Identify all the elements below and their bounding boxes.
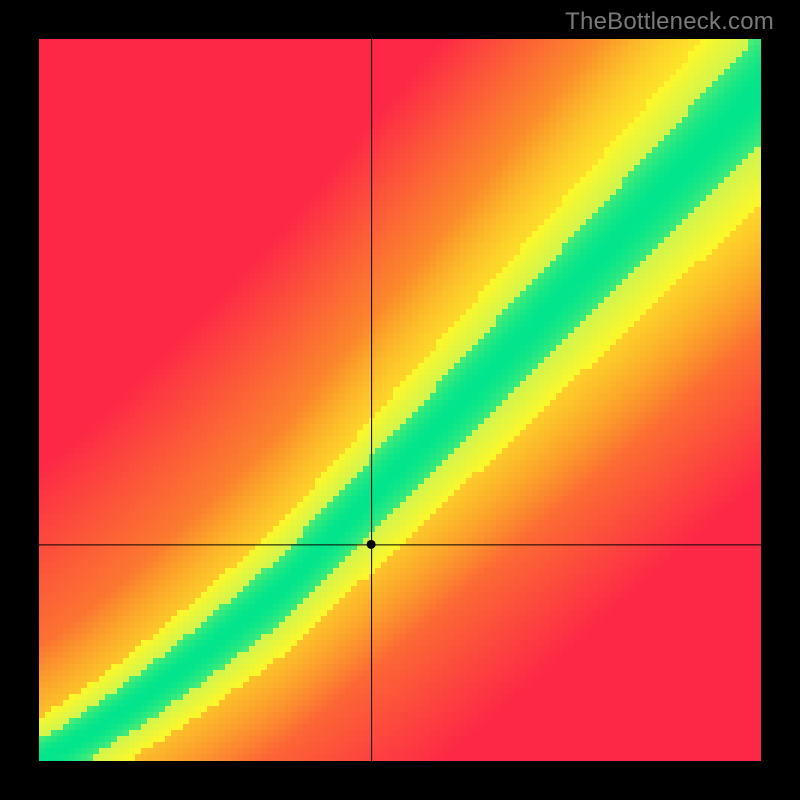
heatmap-canvas bbox=[39, 39, 761, 761]
watermark-text: TheBottleneck.com bbox=[565, 8, 774, 36]
bottleneck-heatmap bbox=[39, 39, 761, 761]
